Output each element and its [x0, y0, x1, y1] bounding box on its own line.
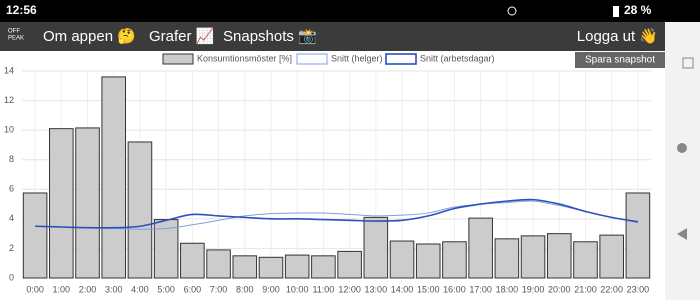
bar	[337, 250, 362, 279]
status-bar	[0, 0, 700, 22]
line	[35, 200, 638, 230]
x-tick-label: 2:00	[79, 284, 97, 294]
x-tick-label: 1:00	[53, 284, 71, 294]
bar	[625, 192, 651, 279]
bar	[546, 233, 572, 279]
bar	[389, 240, 415, 279]
battery-icon	[613, 6, 619, 17]
recents-button[interactable]	[682, 57, 694, 69]
bar	[468, 217, 493, 279]
logo: PEAK	[8, 36, 24, 42]
snapshot-button[interactable]	[575, 52, 665, 68]
x-tick-label: 14:00	[391, 284, 414, 294]
y-tick-label: 14	[4, 65, 14, 75]
y-tick-label: 6	[9, 184, 14, 194]
status-time: 12:56	[6, 3, 37, 17]
x-tick-label: 21:00	[574, 284, 597, 294]
y-tick-label: 4	[9, 213, 14, 223]
bar	[206, 249, 231, 279]
bar	[258, 256, 284, 279]
logo: OFF	[8, 29, 20, 35]
bar	[101, 76, 127, 279]
bar	[180, 242, 205, 279]
x-tick-label: 9:00	[262, 284, 280, 294]
nav-link[interactable]: Om appen 🤔	[43, 27, 136, 45]
x-tick-label: 23:00	[627, 284, 650, 294]
y-tick-label: 0	[9, 272, 14, 282]
bar	[520, 235, 546, 279]
bar	[22, 192, 48, 279]
x-tick-label: 4:00	[131, 284, 149, 294]
x-tick-label: 11:00	[312, 284, 334, 294]
x-tick-label: 13:00	[365, 284, 388, 294]
x-tick-label: 12:00	[338, 284, 361, 294]
legend-swatch	[296, 53, 328, 65]
bar	[127, 141, 153, 279]
bar	[311, 255, 336, 279]
y-tick-label: 8	[9, 154, 14, 164]
x-tick-label: 8:00	[236, 284, 254, 294]
line	[35, 198, 639, 229]
x-tick-label: 0:00	[26, 284, 44, 294]
bar	[75, 127, 100, 279]
x-tick-label: 10:00	[286, 284, 309, 294]
bar	[442, 241, 467, 279]
nav-link[interactable]: Snapshots 📸	[223, 28, 317, 45]
logout[interactable]: Logga ut 👋	[577, 27, 658, 45]
x-tick-label: 6:00	[184, 284, 202, 294]
bar	[573, 241, 598, 279]
nav-bar	[0, 22, 665, 51]
status-icon	[507, 6, 517, 16]
bar	[363, 216, 389, 279]
nav-link[interactable]: Grafer 📈	[149, 27, 214, 45]
snapshot-label[interactable]: Spara snapshot	[585, 55, 655, 66]
y-tick-label: 12	[4, 95, 14, 105]
legend-label: Konsumtionsmöster [%]	[197, 53, 292, 63]
y-tick-label: 10	[4, 125, 14, 135]
x-tick-label: 18:00	[496, 284, 519, 294]
legend-swatch	[385, 53, 417, 65]
home-button[interactable]	[677, 143, 687, 153]
bar	[494, 238, 520, 279]
status-battery: 28 %	[624, 3, 652, 17]
bar	[284, 254, 310, 279]
x-tick-label: 20:00	[548, 284, 571, 294]
legend-swatch	[162, 53, 194, 65]
y-tick-label: 2	[9, 243, 14, 253]
x-tick-label: 16:00	[443, 284, 466, 294]
bar	[49, 128, 74, 279]
bar	[232, 255, 258, 279]
bar	[599, 234, 624, 279]
x-tick-label: 7:00	[210, 284, 228, 294]
x-tick-label: 19:00	[522, 284, 545, 294]
x-tick-label: 3:00	[105, 284, 123, 294]
bar	[415, 243, 441, 279]
x-tick-label: 17:00	[469, 284, 492, 294]
legend-label: Snitt (arbetsdagar)	[420, 53, 495, 63]
legend-label: Snitt (helger)	[331, 53, 383, 63]
x-tick-label: 5:00	[157, 284, 175, 294]
back-button[interactable]	[677, 228, 687, 240]
x-tick-label: 15:00	[417, 284, 440, 294]
x-tick-label: 22:00	[600, 284, 623, 294]
